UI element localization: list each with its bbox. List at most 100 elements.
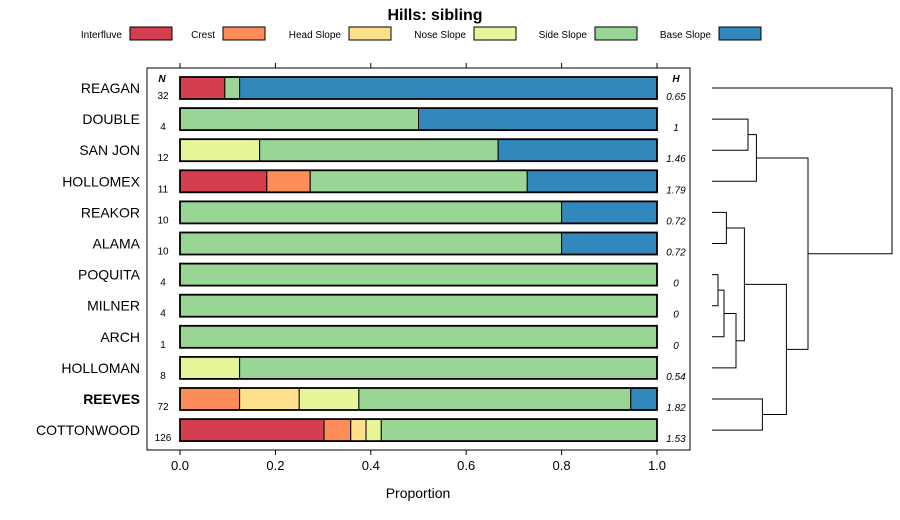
category-label-poquita: POQUITA (78, 267, 141, 283)
category-label-cottonwood: COTTONWOOD (36, 422, 140, 438)
category-label-reagan: REAGAN (81, 80, 140, 96)
bar-arch-side-slope (179, 325, 658, 349)
bar-reeves-base-slope (630, 387, 658, 411)
bar-alama-base-slope (561, 232, 658, 255)
bar-hollomex-base-slope (526, 169, 658, 193)
bar-outline-arch (179, 324, 658, 349)
category-label-reakor: REAKOR (81, 204, 140, 220)
legend-label-head-slope: Head Slope (289, 30, 342, 41)
n-value-reagan: 32 (157, 91, 169, 102)
n-column-header: N (158, 74, 166, 85)
category-label-double: DOUBLE (82, 111, 140, 127)
h-value-alama: 0.72 (666, 248, 686, 259)
x-tick-label: 0.0 (171, 458, 189, 473)
bar-reagan-interfluve (179, 76, 226, 100)
h-value-san-jon: 1.46 (666, 154, 686, 165)
n-value-hollomex: 11 (158, 184, 169, 195)
bar-outline-double (179, 107, 658, 131)
dendrogram-link (712, 118, 749, 151)
dendrogram-link (712, 87, 893, 255)
dendrogram-link (712, 134, 757, 182)
bar-cottonwood-crest (323, 418, 352, 442)
dendrogram-link (744, 283, 787, 416)
h-value-hollomex: 1.79 (666, 185, 686, 196)
bar-san-jon-base-slope (497, 138, 658, 162)
legend: Interfluve Crest Head Slope Nose Slope Side … (81, 26, 762, 41)
legend-label-base-slope: Base Slope (660, 30, 712, 41)
bar-cottonwood-interfluve (179, 418, 325, 442)
category-label-alama: ALAMA (93, 236, 141, 252)
x-tick-label: 1.0 (648, 458, 666, 473)
n-value-arch: 1 (160, 340, 166, 351)
n-value-double: 4 (160, 122, 166, 133)
bar-reagan-base-slope (239, 76, 658, 100)
legend-swatch-nose-slope (473, 26, 517, 41)
n-value-san-jon: 12 (157, 153, 169, 164)
n-value-milner: 4 (160, 309, 166, 320)
h-value-holloman: 0.54 (666, 372, 686, 383)
bar-reeves-head-slope (239, 387, 300, 411)
h-value-reakor: 0.72 (666, 216, 686, 227)
bar-holloman-nose-slope (179, 356, 241, 380)
x-tick-label: 0.8 (553, 458, 571, 473)
legend-label-crest: Crest (191, 30, 215, 41)
legend-label-side-slope: Side Slope (539, 30, 588, 41)
bar-outline-cottonwood (179, 418, 658, 443)
legend-swatch-crest (222, 26, 266, 41)
legend-label-nose-slope: Nose Slope (414, 30, 466, 41)
x-tick-label: 0.6 (457, 458, 475, 473)
bar-reakor-base-slope (561, 200, 658, 224)
bar-reagan-side-slope (224, 76, 241, 100)
x-tick-label: 0.4 (362, 458, 380, 473)
plot-area: 0.0 0.2 0.4 0.6 0.8 1.0 REAGAN 32 0.65 DOUBLE 4 1 SA… (36, 63, 691, 473)
chart-title: Hills: sibling (387, 7, 482, 24)
legend-swatch-side-slope (594, 26, 638, 41)
bar-outline-alama (179, 231, 658, 256)
category-label-holloman: HOLLOMAN (61, 360, 140, 376)
h-value-reeves: 1.82 (666, 403, 686, 414)
dendrogram-link (756, 157, 809, 350)
h-value-arch: 0 (673, 341, 679, 352)
x-axis-label: Proportion (386, 485, 451, 501)
h-value-milner: 0 (673, 310, 679, 321)
bar-cottonwood-head-slope (350, 418, 367, 442)
bar-hollomex-crest (266, 169, 311, 193)
category-label-milner: MILNER (87, 298, 140, 314)
dendrogram-link (712, 211, 727, 244)
h-column-header: H (672, 74, 680, 85)
h-value-reagan: 0.65 (666, 92, 686, 103)
n-value-alama: 10 (157, 247, 169, 258)
bar-hollomex-interfluve (179, 169, 268, 193)
x-tick-label: 0.2 (266, 458, 284, 473)
bar-double-side-slope (179, 107, 419, 131)
legend-label-interfluve: Interfluve (81, 30, 123, 41)
dendrogram-link (712, 398, 763, 431)
bar-outline-reeves (179, 387, 658, 411)
bar-double-base-slope (418, 107, 658, 131)
dendrogram-link (726, 227, 745, 342)
bar-outline-reagan (179, 76, 658, 100)
bar-san-jon-side-slope (259, 138, 499, 162)
category-label-hollomex: HOLLOMEX (62, 173, 140, 189)
h-value-poquita: 0 (673, 279, 679, 290)
bar-cottonwood-nose-slope (365, 418, 382, 442)
bar-outline-milner (179, 293, 658, 318)
bar-hollomex-side-slope (309, 169, 528, 193)
h-value-double: 1 (673, 123, 679, 134)
plot-frame (146, 67, 691, 451)
legend-swatch-interfluve (129, 26, 173, 41)
category-label-reeves: REEVES (83, 391, 140, 407)
bar-milner-side-slope (179, 294, 658, 318)
bar-outline-reakor (179, 200, 658, 225)
legend-swatch-head-slope (348, 26, 392, 41)
n-value-cottonwood: 126 (155, 433, 172, 444)
h-value-cottonwood: 1.53 (666, 434, 686, 445)
n-value-reakor: 10 (157, 215, 169, 226)
bar-alama-side-slope (179, 232, 563, 255)
dendrogram-link (712, 274, 719, 307)
bar-outline-hollomex (179, 169, 658, 194)
bar-outline-poquita (179, 262, 658, 287)
bar-cottonwood-side-slope (380, 418, 658, 442)
n-value-reeves: 72 (157, 402, 169, 413)
